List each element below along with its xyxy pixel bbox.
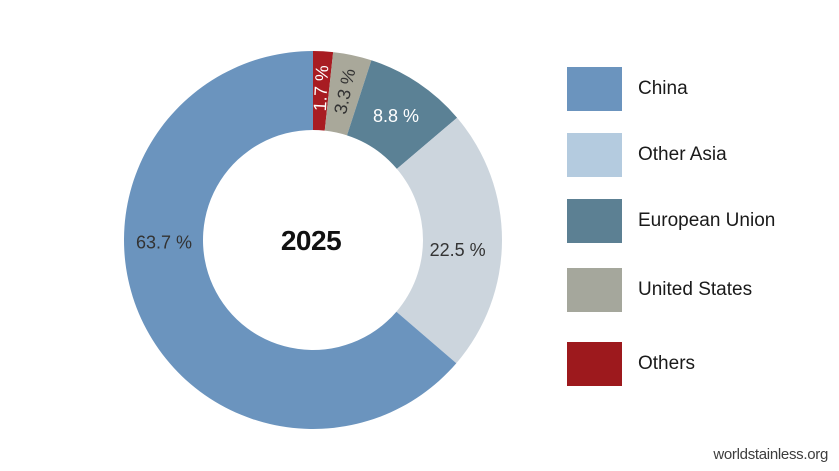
legend-item-others: Others [567,341,695,386]
legend-swatch-other-asia [567,132,622,177]
slice-percent-label-china: 63.7 % [136,233,192,253]
donut-slice-united-states [324,52,372,136]
legend-swatch-european-union [567,198,622,243]
legend-label-china: China [638,77,688,99]
chart-center-year-label: 2025 [280,225,342,256]
slice-percent-label-european-union: 8.8 % [373,106,419,126]
legend-label-others: Others [638,352,696,374]
slice-percent-label-other-asia: 22.5 % [430,240,486,260]
legend-item-european-union: European Union [567,198,775,243]
legend-label-other-asia: Other Asia [638,143,727,165]
watermark-text: worldstainless.org [713,446,828,463]
legend-swatch-others [567,341,622,386]
donut-slice-others [313,51,334,131]
donut-slice-european-union [346,60,458,169]
legend-swatch-united-states [567,267,622,312]
legend-item-other-asia: Other Asia [567,132,727,177]
legend-swatch-china [567,66,622,111]
donut-slice-other-asia [396,117,502,364]
legend-label-european-union: European Union [638,209,776,231]
legend-item-united-states: United States [567,267,752,312]
donut-slice-china [124,51,457,430]
legend-label-united-states: United States [638,278,753,300]
legend-item-china: China [567,66,688,111]
slice-percent-label-others: 1.7 % [310,65,332,112]
